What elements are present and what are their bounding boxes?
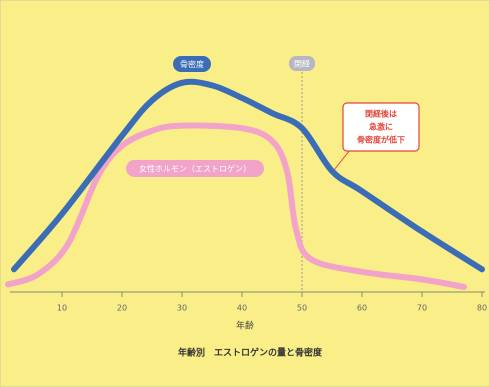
x-tick-label: 80 xyxy=(477,304,487,313)
x-axis-label: 年齢 xyxy=(236,320,254,332)
legend-label: 骨密度 xyxy=(180,59,204,69)
legend-pill xyxy=(173,56,211,72)
series-line xyxy=(11,78,485,273)
callout-box xyxy=(342,102,420,152)
x-tick-label: 50 xyxy=(297,304,307,313)
x-tick-label: 40 xyxy=(237,304,247,313)
x-tick-label: 20 xyxy=(117,304,127,313)
callout-text: 閉経後は xyxy=(365,109,397,119)
chart-title: 年齢別 エストロゲンの量と骨密度 xyxy=(178,347,323,359)
menopause-label: 閉経 xyxy=(294,59,310,69)
menopause-pill xyxy=(289,56,315,71)
x-tick-label: 10 xyxy=(57,304,67,313)
x-tick-label: 70 xyxy=(417,304,427,313)
legend-label: 女性ホルモン（エストロゲン） xyxy=(139,164,251,174)
legend-pill xyxy=(126,160,264,177)
callout-pointer xyxy=(333,149,351,171)
x-tick-label: 30 xyxy=(177,304,187,313)
callout-text: 急激に xyxy=(369,122,393,132)
x-tick-label: 60 xyxy=(357,304,367,313)
callout-text: 骨密度が低下 xyxy=(357,135,405,145)
series-line xyxy=(5,122,467,290)
